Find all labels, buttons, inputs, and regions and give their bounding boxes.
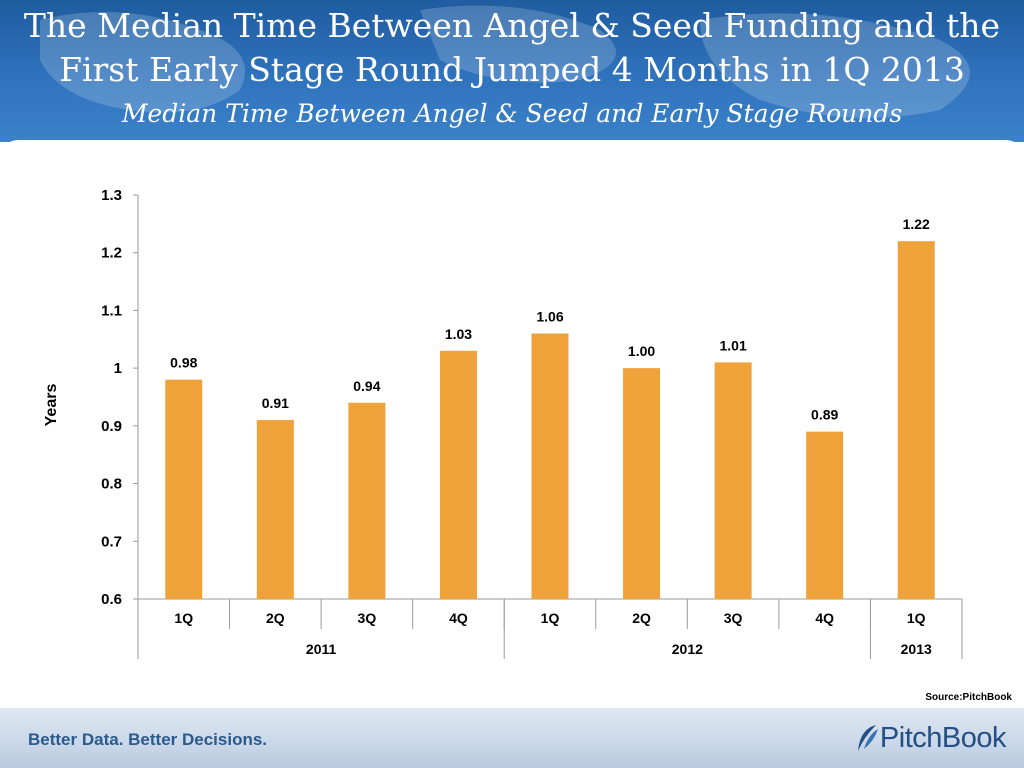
title-line-2: First Early Stage Round Jumped 4 Months …: [59, 50, 965, 89]
x-group-label: 2011: [306, 641, 337, 657]
data-label: 0.91: [262, 395, 289, 411]
data-label: 1.03: [445, 326, 472, 342]
title-line-1: The Median Time Between Angel & Seed Fun…: [23, 6, 1001, 45]
y-tick-label: 0.7: [101, 533, 122, 550]
bar: [165, 379, 203, 599]
data-label: 1.00: [628, 343, 655, 359]
footer-bar: Better Data. Better Decisions. PitchBook: [0, 708, 1024, 768]
bar: [348, 402, 386, 599]
y-tick-label: 0.8: [101, 476, 122, 493]
bar: [531, 333, 569, 599]
page-title: The Median Time Between Angel & Seed Fun…: [0, 4, 1024, 92]
bar-chart: 0.60.70.80.911.11.21.3Years0.981Q0.912Q0…: [43, 187, 963, 659]
pitchbook-leaf-icon: [857, 725, 878, 751]
x-tick-label: 3Q: [724, 610, 743, 626]
y-tick-label: 1: [114, 360, 122, 377]
y-tick-label: 1.1: [101, 302, 122, 319]
x-tick-label: 3Q: [358, 610, 377, 626]
footer-tagline: Better Data. Better Decisions.: [28, 730, 268, 749]
x-group-label: 2013: [901, 641, 932, 657]
data-label: 1.22: [903, 216, 930, 232]
chart-subtitle: Median Time Between Angel & Seed and Ear…: [121, 99, 903, 128]
y-axis-title: Years: [43, 384, 60, 427]
y-tick-label: 1.2: [101, 245, 122, 262]
source-note: Source:PitchBook: [925, 692, 1012, 703]
x-tick-label: 4Q: [815, 610, 834, 626]
x-tick-label: 2Q: [632, 610, 651, 626]
bar: [806, 431, 844, 599]
logo-text: PitchBook: [879, 721, 1007, 754]
x-tick-label: 1Q: [907, 610, 926, 626]
data-label: 1.06: [536, 309, 563, 325]
x-tick-label: 2Q: [266, 610, 285, 626]
y-tick-label: 0.6: [101, 591, 122, 608]
x-tick-label: 1Q: [174, 610, 193, 626]
pitchbook-logo: PitchBook: [854, 720, 1007, 756]
data-label: 0.94: [353, 378, 380, 394]
data-label: 1.01: [719, 337, 746, 353]
x-tick-label: 4Q: [449, 610, 468, 626]
bar: [714, 362, 752, 599]
y-tick-label: 0.9: [101, 418, 122, 435]
world-map-background: [40, 5, 970, 118]
data-label: 0.89: [811, 407, 838, 423]
data-label: 0.98: [170, 355, 197, 371]
bar: [256, 420, 294, 599]
x-group-label: 2012: [672, 641, 703, 657]
bar: [439, 350, 477, 599]
bar: [897, 241, 935, 599]
x-tick-label: 1Q: [541, 610, 560, 626]
title-banner: The Median Time Between Angel & Seed Fun…: [0, 0, 1024, 142]
y-tick-label: 1.3: [101, 187, 122, 204]
bar: [623, 368, 661, 599]
